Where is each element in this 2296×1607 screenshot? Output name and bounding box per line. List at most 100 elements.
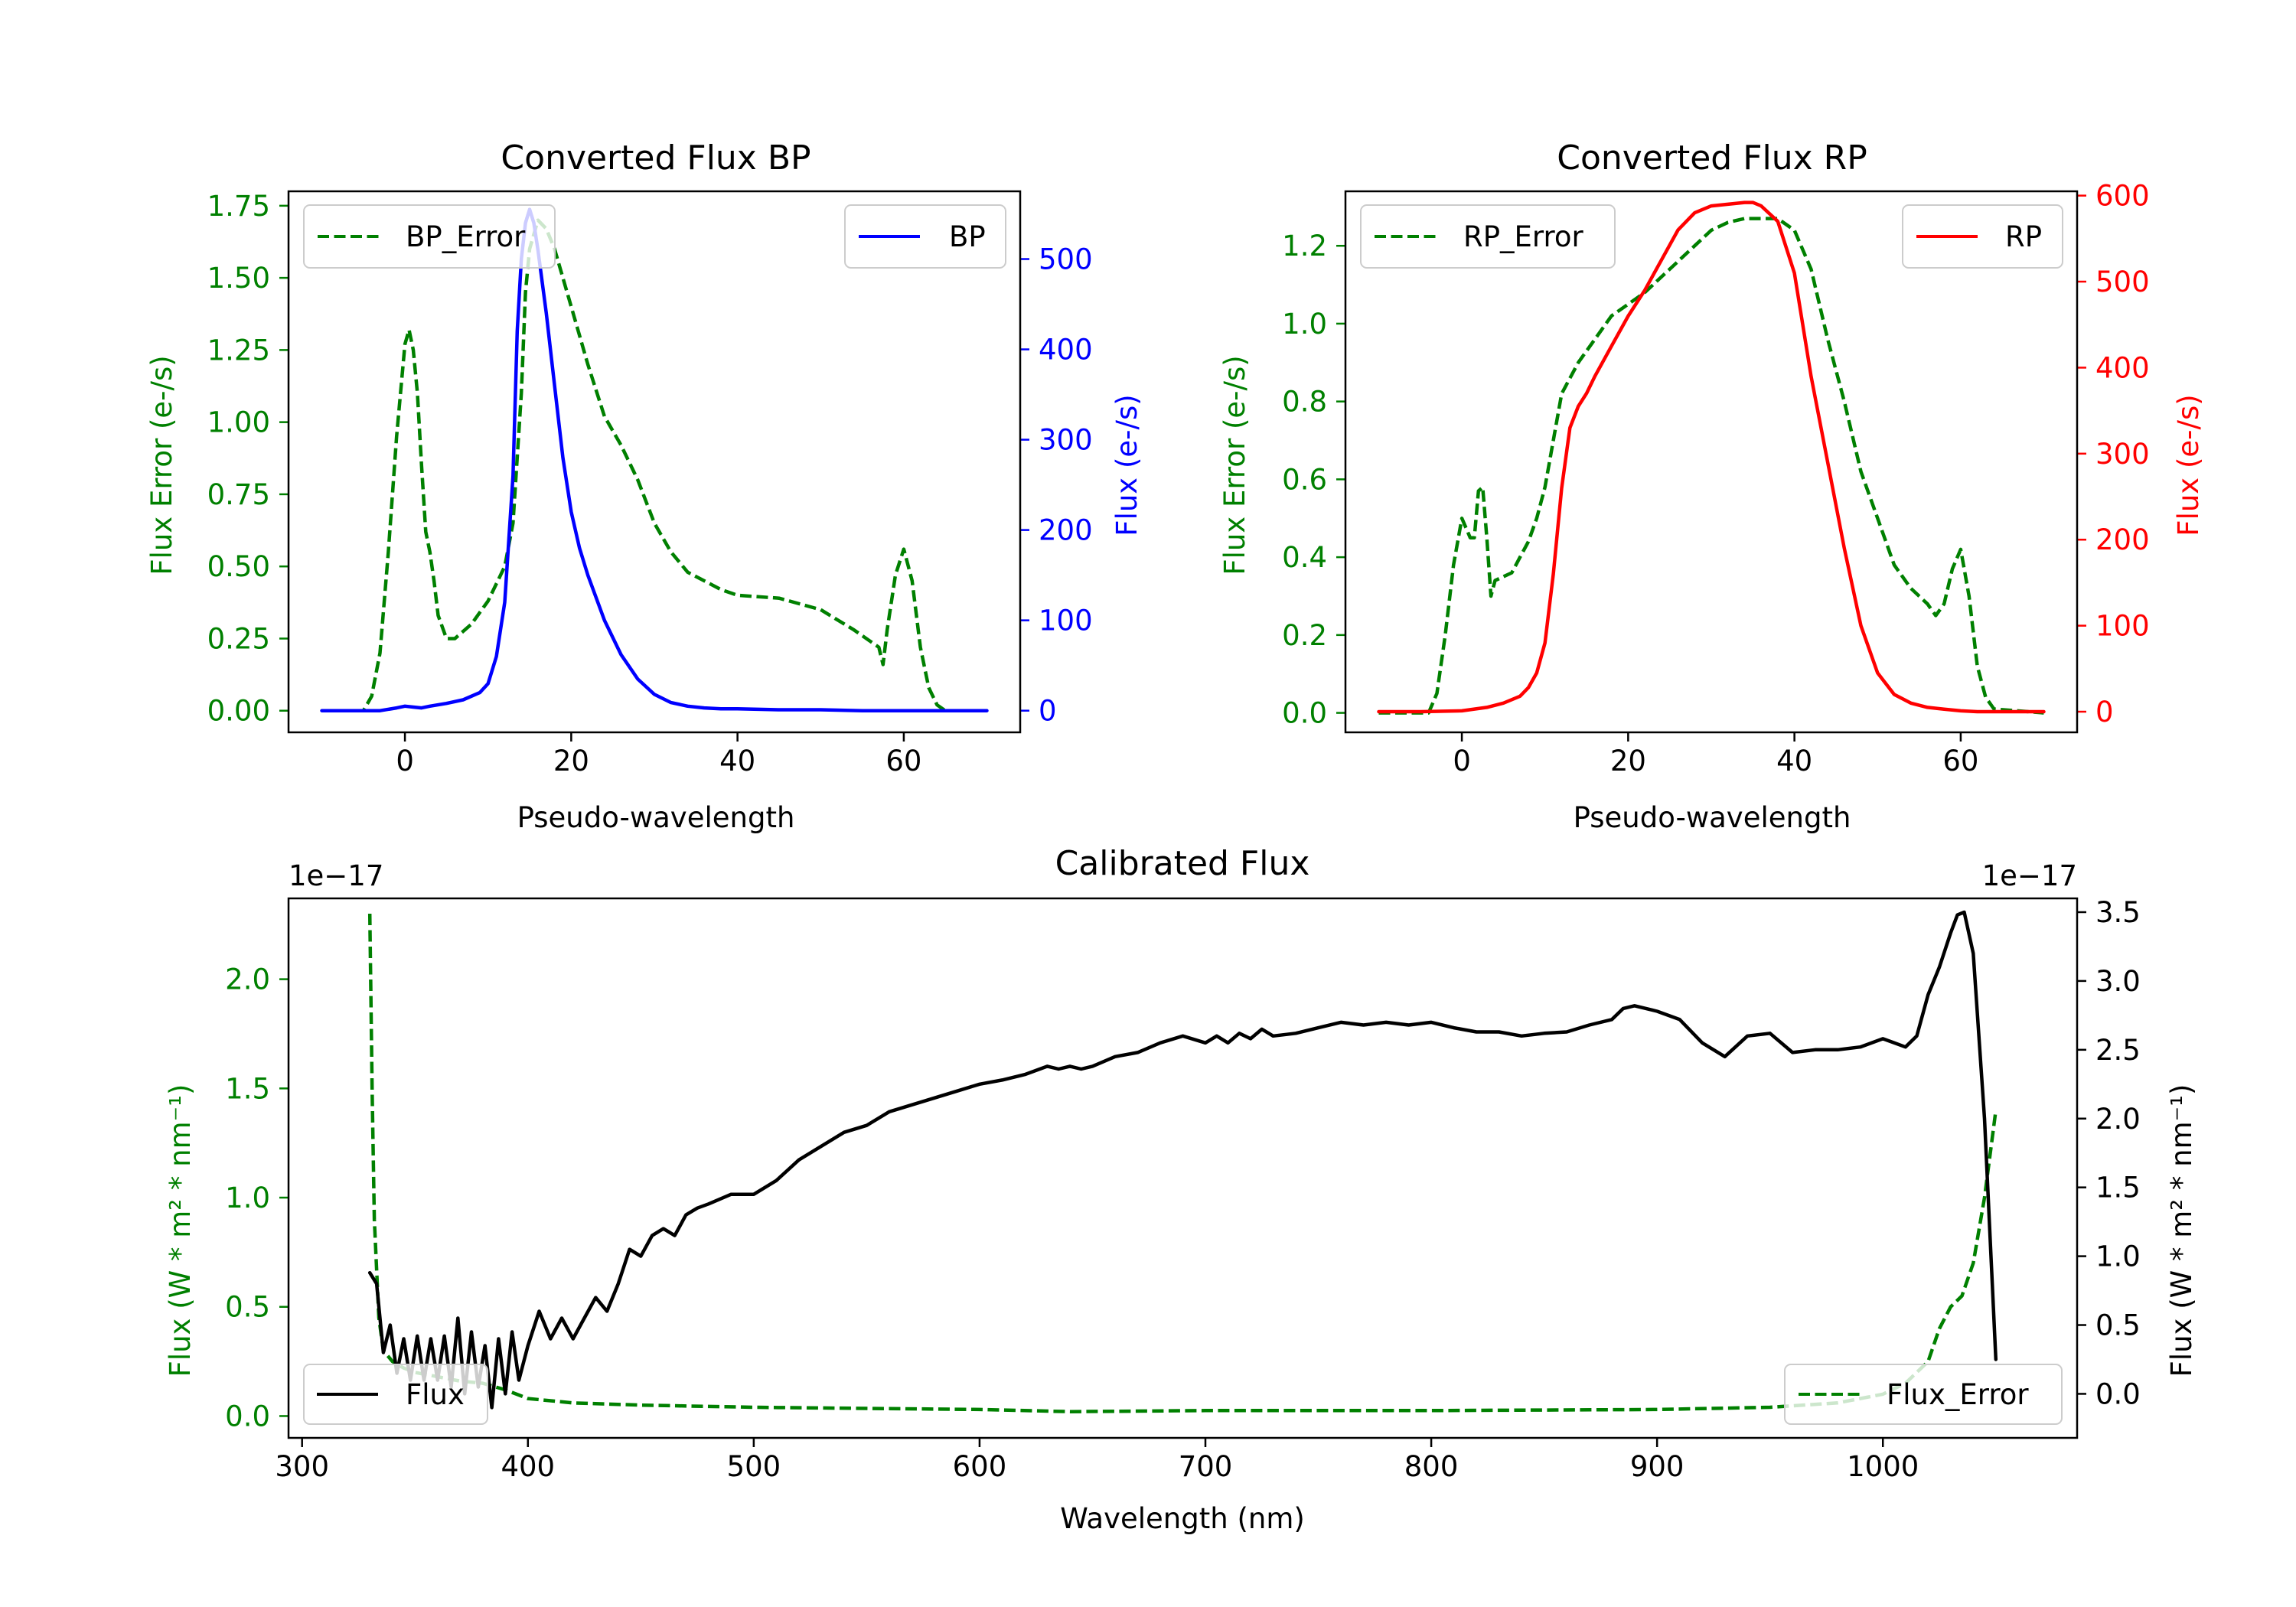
rp-x-tick-label: 0 [1453, 745, 1471, 777]
calibrated-left-y-tick-label: 1.0 [225, 1182, 270, 1214]
rp-chart-title: Converted Flux RP [1557, 139, 1867, 178]
calibrated-right-y-tick-label: 2.0 [2095, 1103, 2141, 1136]
rp-left-y-tick-label: 0.2 [1282, 619, 1327, 652]
bp-right-y-tick-label: 500 [1039, 243, 1093, 276]
bp-x-axis-label: Pseudo-wavelength [517, 801, 795, 834]
rp-legend: RP [1902, 204, 2063, 269]
calibrated-x-ticks: 300 400 500 600 700 800 900 1000 [275, 1438, 1919, 1483]
calibrated-x-tick-label: 600 [953, 1450, 1007, 1483]
rp-left-y-tick-label: 1.2 [1282, 230, 1327, 262]
rp-left-y-tick-label: 0.6 [1282, 463, 1327, 496]
calibrated-right-y-axis-label: Flux (W * m² * nm⁻¹) [2165, 1084, 2198, 1377]
bp-x-ticks: 0 20 40 60 [396, 732, 921, 777]
rp-left-y-tick-label: 0.0 [1282, 697, 1327, 730]
bp-legend: BP [844, 204, 1006, 269]
rp-series-rp [1377, 200, 2046, 714]
rp-legend-label: RP [2005, 220, 2042, 253]
bp-left-y-tick-label: 1.50 [207, 262, 270, 295]
calibrated-left-y-tick-label: 1.5 [225, 1072, 270, 1105]
calibrated-left-offset-label: 1e−17 [289, 859, 383, 892]
calibrated-series-flux [367, 910, 1998, 1410]
calibrated-left-y-ticks: 0.0 0.5 1.0 1.5 2.0 [225, 963, 289, 1433]
calibrated-plot-frame [287, 897, 2079, 1439]
calibrated-right-y-tick-label: 0.5 [2095, 1309, 2141, 1342]
calibrated-chart-title: Calibrated Flux [1055, 844, 1310, 883]
rp-right-y-tick-label: 600 [2095, 180, 2150, 213]
rp-x-tick-label: 20 [1610, 745, 1646, 777]
calibrated-flux-legend: Flux [303, 1364, 488, 1425]
calibrated-x-tick-label: 500 [727, 1450, 781, 1483]
bp-left-y-tick-label: 0.50 [207, 550, 270, 583]
bp-left-y-tick-label: 0.00 [207, 695, 270, 728]
rp-error-legend-label: RP_Error [1463, 220, 1583, 253]
rp-right-y-tick-label: 100 [2095, 610, 2150, 643]
rp-right-y-tick-label: 500 [2095, 266, 2150, 298]
calibrated-chart-panel: Calibrated Flux Wavelength (nm) Flux (W … [164, 844, 2198, 1535]
rp-left-y-tick-label: 1.0 [1282, 308, 1327, 341]
bp-left-y-ticks: 0.00 0.25 0.50 0.75 1.00 1.25 1.50 1.75 [207, 190, 289, 728]
calibrated-x-tick-label: 300 [275, 1450, 329, 1483]
calibrated-right-y-tick-label: 0.0 [2095, 1377, 2141, 1410]
bp-left-y-axis-label: Flux Error (e-/s) [145, 355, 178, 575]
bp-x-tick-label: 0 [396, 745, 414, 777]
calibrated-left-y-tick-label: 0.5 [225, 1291, 270, 1324]
rp-right-y-tick-label: 400 [2095, 351, 2150, 384]
bp-legend-label: BP [949, 220, 986, 253]
bp-right-y-tick-label: 100 [1039, 605, 1093, 637]
bp-error-legend-label: BP_Error [406, 220, 526, 253]
rp-x-tick-label: 60 [1942, 745, 1978, 777]
bp-right-y-tick-label: 0 [1039, 695, 1057, 728]
rp-right-y-axis-label: Flux (e-/s) [2172, 394, 2205, 536]
rp-left-y-ticks: 0.0 0.2 0.4 0.6 0.8 1.0 1.2 [1282, 230, 1345, 730]
rp-error-legend: RP_Error [1360, 204, 1616, 269]
calibrated-right-y-tick-label: 3.5 [2095, 896, 2141, 929]
calibrated-error-legend: Flux_Error [1784, 1364, 2063, 1425]
rp-series-layer [1377, 200, 2046, 715]
rp-x-tick-label: 40 [1776, 745, 1812, 777]
bp-left-y-tick-label: 1.00 [207, 406, 270, 439]
calibrated-flux-legend-label: Flux [406, 1378, 465, 1411]
bp-right-y-tick-label: 400 [1039, 334, 1093, 367]
calibrated-series-layer [367, 910, 1998, 1413]
calibrated-right-offset-label: 1e−17 [1982, 859, 2077, 892]
rp-plot-frame [1344, 190, 2079, 734]
calibrated-right-y-ticks: 0.0 0.5 1.0 1.5 2.0 2.5 3.0 3.5 [2077, 896, 2141, 1410]
calibrated-right-y-tick-label: 2.5 [2095, 1034, 2141, 1067]
rp-right-y-tick-label: 200 [2095, 523, 2150, 556]
bp-right-y-ticks: 0 100 200 300 400 500 [1020, 243, 1093, 728]
rp-right-y-tick-label: 300 [2095, 438, 2150, 471]
rp-series-rp-error [1378, 217, 2044, 715]
rp-chart-panel: Converted Flux RP Pseudo-wavelength Flux… [1218, 139, 2205, 834]
bp-right-y-axis-label: Flux (e-/s) [1110, 394, 1143, 536]
calibrated-error-legend-label: Flux_Error [1887, 1378, 2029, 1411]
rp-right-y-ticks: 0 100 200 300 400 500 600 [2077, 180, 2150, 729]
bp-plot-frame [287, 190, 1022, 734]
calibrated-right-y-tick-label: 3.0 [2095, 965, 2141, 998]
rp-left-y-axis-label: Flux Error (e-/s) [1218, 355, 1251, 575]
calibrated-right-y-tick-label: 1.0 [2095, 1240, 2141, 1273]
calibrated-x-tick-label: 900 [1630, 1450, 1684, 1483]
bp-x-tick-label: 20 [553, 745, 589, 777]
rp-left-y-tick-label: 0.8 [1282, 386, 1327, 419]
calibrated-left-y-tick-label: 2.0 [225, 963, 270, 996]
calibrated-left-y-axis-label: Flux (W * m² * nm⁻¹) [164, 1084, 197, 1377]
rp-x-axis-label: Pseudo-wavelength [1574, 801, 1851, 834]
bp-right-y-tick-label: 200 [1039, 514, 1093, 547]
bp-left-y-tick-label: 0.25 [207, 622, 270, 655]
calibrated-x-axis-label: Wavelength (nm) [1060, 1502, 1305, 1535]
bp-left-y-tick-label: 1.25 [207, 334, 270, 367]
rp-left-y-tick-label: 0.4 [1282, 541, 1327, 574]
bp-x-tick-label: 40 [719, 745, 755, 777]
calibrated-x-tick-label: 400 [501, 1450, 555, 1483]
bp-error-legend: BP_Error [303, 204, 556, 269]
bp-left-y-tick-label: 0.75 [207, 478, 270, 511]
calibrated-series-flux-error [367, 913, 1998, 1413]
bp-right-y-tick-label: 300 [1039, 424, 1093, 457]
bp-left-y-tick-label: 1.75 [207, 190, 270, 223]
calibrated-right-y-tick-label: 1.5 [2095, 1172, 2141, 1204]
calibrated-x-tick-label: 1000 [1847, 1450, 1919, 1483]
bp-chart-panel: Converted Flux BP Pseudo-wavelength Flux… [145, 139, 1143, 834]
calibrated-left-y-tick-label: 0.0 [225, 1400, 270, 1433]
bp-series-bp [320, 207, 989, 712]
